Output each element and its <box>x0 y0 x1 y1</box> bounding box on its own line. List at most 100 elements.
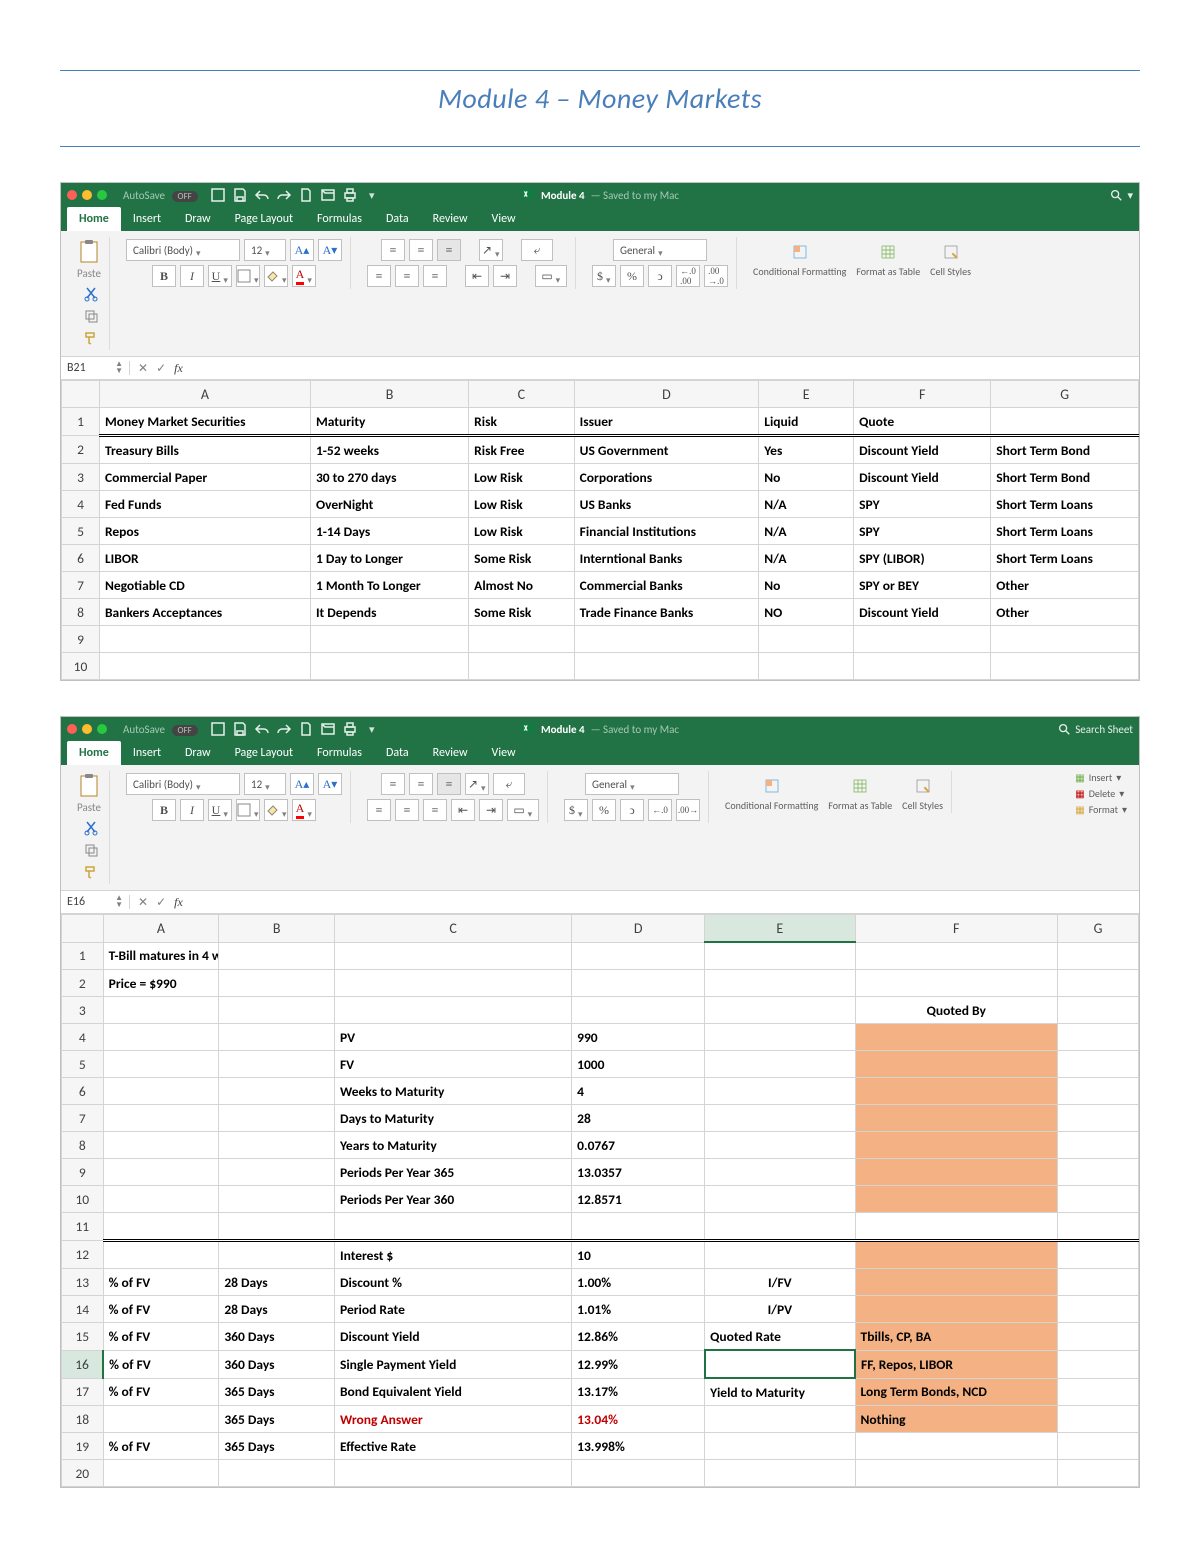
table-row[interactable]: 5FV1000 <box>62 1051 1139 1078</box>
col-D[interactable]: D <box>572 915 705 943</box>
table-row[interactable]: 2Treasury Bills1-52 weeksRisk FreeUS Gov… <box>62 436 1139 464</box>
cell-styles-button[interactable]: Cell Styles <box>930 239 971 277</box>
table-row[interactable]: 9Periods Per Year 36513.0357 <box>62 1159 1139 1186</box>
spreadsheet-grid[interactable]: A B C D E F G 1Money Market SecuritiesMa… <box>61 380 1139 680</box>
bold-button[interactable]: B <box>152 799 176 821</box>
tab-draw[interactable]: Draw <box>173 207 223 231</box>
table-row[interactable]: 6Weeks to Maturity4 <box>62 1078 1139 1105</box>
align-bottom-icon[interactable]: ≡ <box>437 239 461 261</box>
fill-color-button[interactable] <box>264 265 288 287</box>
cancel-formula-icon[interactable]: ✕ <box>138 361 148 376</box>
table-row[interactable]: 17% of FV365 DaysBond Equivalent Yield13… <box>62 1378 1139 1406</box>
col-C[interactable]: C <box>469 381 574 408</box>
font-size-select[interactable]: 12 <box>244 773 286 795</box>
cancel-formula-icon[interactable]: ✕ <box>138 895 148 910</box>
font-color-button[interactable]: A <box>292 265 316 287</box>
table-row[interactable]: 15% of FV360 DaysDiscount Yield12.86%Quo… <box>62 1323 1139 1351</box>
col-A[interactable]: A <box>99 381 310 408</box>
increase-font-icon[interactable]: A▴ <box>290 239 314 261</box>
align-middle-icon[interactable]: ≡ <box>409 773 433 795</box>
table-row[interactable]: 8Years to Maturity0.0767 <box>62 1132 1139 1159</box>
col-B[interactable]: B <box>310 381 468 408</box>
format-painter-icon[interactable] <box>81 328 101 348</box>
table-row[interactable]: 7Negotiable CD1 Month To LongerAlmost No… <box>62 572 1139 599</box>
table-row[interactable]: 19% of FV365 DaysEffective Rate13.998% <box>62 1433 1139 1460</box>
save-icon[interactable] <box>232 721 248 737</box>
format-as-table-button[interactable]: Format as Table <box>856 239 920 277</box>
col-F[interactable]: F <box>855 915 1057 943</box>
decrease-indent-icon[interactable]: ⇤ <box>465 265 489 287</box>
percent-icon[interactable]: % <box>592 799 616 821</box>
col-B[interactable]: B <box>219 915 335 943</box>
conditional-formatting-button[interactable]: Conditional Formatting <box>753 239 846 277</box>
merge-icon[interactable]: ▭ <box>535 265 567 287</box>
qat-dropdown-icon[interactable]: ▾ <box>364 721 380 737</box>
cell-styles-button[interactable]: Cell Styles <box>902 773 943 811</box>
wrap-text-icon[interactable]: ⤶ <box>521 239 553 261</box>
italic-button[interactable]: I <box>180 265 204 287</box>
table-row[interactable]: 2Price = $990 <box>62 970 1139 997</box>
tab-view[interactable]: View <box>480 741 528 765</box>
table-row[interactable]: 7Days to Maturity28 <box>62 1105 1139 1132</box>
orientation-icon[interactable]: ↗ <box>479 239 503 261</box>
decrease-font-icon[interactable]: A▾ <box>318 773 342 795</box>
close-icon[interactable] <box>67 724 77 734</box>
tab-page-layout[interactable]: Page Layout <box>223 207 305 231</box>
cut-icon[interactable] <box>81 818 101 838</box>
tab-view[interactable]: View <box>480 207 528 231</box>
increase-indent-icon[interactable]: ⇥ <box>493 265 517 287</box>
fx-icon[interactable]: fx <box>174 895 183 910</box>
align-top-icon[interactable]: ≡ <box>381 239 405 261</box>
tab-formulas[interactable]: Formulas <box>305 741 374 765</box>
print-icon[interactable] <box>342 187 358 203</box>
autosave-toggle[interactable]: AutoSave OFF <box>123 723 198 736</box>
align-left-icon[interactable]: ≡ <box>367 799 391 821</box>
currency-icon[interactable]: $ <box>564 799 588 821</box>
font-name-select[interactable]: Calibri (Body) <box>126 773 240 795</box>
table-row[interactable]: 18365 DaysWrong Answer13.04%Nothing <box>62 1406 1139 1433</box>
home-icon[interactable] <box>210 721 226 737</box>
col-E[interactable]: E <box>759 381 854 408</box>
format-as-table-button[interactable]: Format as Table <box>828 773 892 811</box>
name-box[interactable]: E16 ▲▼ <box>61 895 130 909</box>
increase-indent-icon[interactable]: ⇥ <box>479 799 503 821</box>
increase-decimal-icon[interactable]: ←.0.00 <box>676 265 700 287</box>
border-button[interactable] <box>236 265 260 287</box>
increase-font-icon[interactable]: A▴ <box>290 773 314 795</box>
font-color-button[interactable]: A <box>292 799 316 821</box>
orientation-icon[interactable]: ↗ <box>465 773 489 795</box>
font-size-select[interactable]: 12 <box>244 239 286 261</box>
tab-review[interactable]: Review <box>421 741 480 765</box>
tab-home[interactable]: Home <box>67 741 121 765</box>
format-painter-icon[interactable] <box>81 862 101 882</box>
enter-formula-icon[interactable]: ✓ <box>156 895 166 910</box>
insert-button[interactable]: ▦Insert ▾ <box>1075 771 1127 784</box>
print-icon[interactable] <box>342 721 358 737</box>
zoom-icon[interactable] <box>97 190 107 200</box>
table-row[interactable]: 5Repos1-14 DaysLow RiskFinancial Institu… <box>62 518 1139 545</box>
table-row[interactable]: 10Periods Per Year 36012.8571 <box>62 1186 1139 1213</box>
align-top-icon[interactable]: ≡ <box>381 773 405 795</box>
conditional-formatting-button[interactable]: Conditional Formatting <box>725 773 818 811</box>
redo-icon[interactable] <box>276 187 292 203</box>
tab-formulas[interactable]: Formulas <box>305 207 374 231</box>
table-row[interactable]: 6LIBOR1 Day to LongerSome RiskInterntion… <box>62 545 1139 572</box>
table-row[interactable]: 1T-Bill matures in 4 weeks <box>62 942 1139 970</box>
table-row[interactable]: 3Quoted By <box>62 997 1139 1024</box>
tab-draw[interactable]: Draw <box>173 741 223 765</box>
decrease-decimal-icon[interactable]: .00→ <box>676 799 700 821</box>
fill-color-button[interactable] <box>264 799 288 821</box>
decrease-indent-icon[interactable]: ⇤ <box>451 799 475 821</box>
redo-icon[interactable] <box>276 721 292 737</box>
align-center-icon[interactable]: ≡ <box>395 265 419 287</box>
minimize-icon[interactable] <box>82 190 92 200</box>
copy-icon[interactable] <box>81 840 101 860</box>
decrease-font-icon[interactable]: A▾ <box>318 239 342 261</box>
col-G[interactable]: G <box>991 381 1139 408</box>
tab-data[interactable]: Data <box>374 741 421 765</box>
align-middle-icon[interactable]: ≡ <box>409 239 433 261</box>
new-icon[interactable] <box>298 721 314 737</box>
number-format-select[interactable]: General <box>585 773 679 795</box>
col-E[interactable]: E <box>705 915 855 943</box>
col-G[interactable]: G <box>1057 915 1138 943</box>
